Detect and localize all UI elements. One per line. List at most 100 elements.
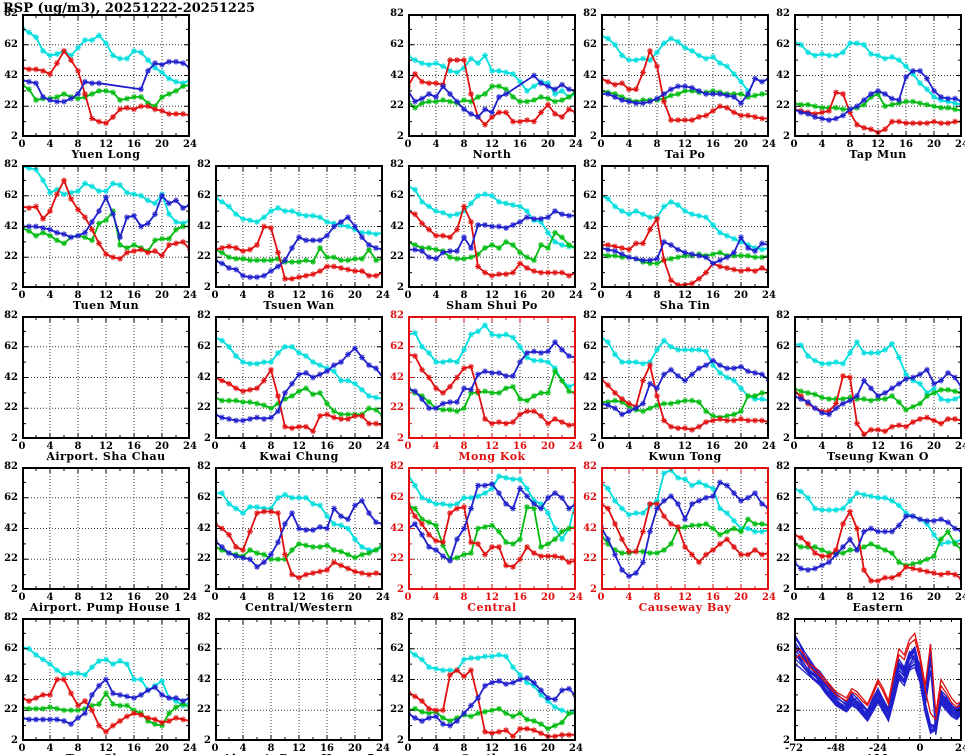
y-tick-label-airport-pump-house-5: 62	[197, 642, 211, 654]
x-tick-label-airport-pump-house-5: 4	[239, 743, 247, 754]
x-tick-label-airport-pump-house-5: 0	[211, 743, 219, 754]
y-tick-label-kwai-chung: 82	[197, 310, 211, 321]
y-tick-label-yuen-long: 2	[11, 131, 18, 142]
x-tick-label-tai-po: 24	[762, 139, 776, 150]
chart-sha-tin: 2 22 42 62 82 0 4 8 12 16 20 24 Sha Tin	[579, 151, 776, 312]
x-tick-label-causeway-bay: 16	[706, 592, 720, 603]
x-tick-label-central: 0	[404, 592, 412, 603]
y-tick-label-central-western: 82	[197, 461, 211, 472]
x-tick-label-tai-po: 12	[678, 139, 692, 150]
y-tick-label-kwai-chung: 62	[197, 340, 211, 352]
y-tick-label-tseung-kwan-o: 82	[776, 310, 790, 321]
x-tick-label-tung-chung: 4	[46, 743, 54, 754]
x-tick-label-north: 20	[541, 139, 555, 150]
y-tick-label-eastern: 22	[776, 553, 790, 565]
chart-title-causeway-bay: Causeway Bay	[638, 601, 732, 614]
y-tick-label-causeway-bay: 62	[583, 491, 597, 503]
x-tick-label-central-western: 4	[239, 592, 247, 603]
y-tick-label-mong-kok: 62	[390, 340, 404, 352]
y-tick-label-airport-pump-house-1: 82	[4, 461, 18, 472]
y-tick-label-airport-sha-chau: 22	[4, 402, 18, 414]
y-tick-label-tuen-mun: 2	[11, 282, 18, 293]
y-tick-label-airport-pump-house-1: 62	[4, 491, 18, 503]
y-tick-label-tung-chung: 82	[4, 612, 18, 623]
x-tick-label-tai-po: 0	[597, 139, 605, 150]
plot-area-kwun-tong	[601, 316, 769, 439]
x-tick-label-tap-mun: 24	[955, 139, 965, 150]
chart-tuen-mun: 2 22 42 62 82 0 4 8 12 16 20 24 Tuen Mun	[0, 151, 197, 312]
plot-area-all	[794, 618, 962, 741]
x-tick-label-kwai-chung: 12	[292, 441, 306, 452]
chart-title-all: ALL	[794, 752, 962, 755]
x-tick-label-tseung-kwan-o: 4	[818, 441, 826, 452]
chart-title-mong-kok: Mong Kok	[458, 450, 526, 463]
x-tick-label-tseung-kwan-o: 12	[871, 441, 885, 452]
y-tick-label-tseung-kwan-o: 2	[783, 433, 790, 444]
x-tick-label-tung-chung: 0	[18, 743, 26, 754]
x-tick-label-mong-kok: 16	[513, 441, 527, 452]
y-tick-label-tseung-kwan-o: 62	[776, 340, 790, 352]
y-tick-label-tai-po: 22	[583, 100, 597, 112]
y-tick-label-sha-tin: 62	[583, 189, 597, 201]
x-tick-label-central-western: 8	[267, 592, 275, 603]
x-tick-label-kwun-tong: 0	[597, 441, 605, 452]
chart-title-sham-shui-po: Sham Shui Po	[446, 299, 538, 312]
chart-title-airport-pump-house-5: Airport. Pump House 5	[215, 752, 383, 755]
plot-area-southern	[408, 618, 576, 741]
x-tick-label-southern: 20	[541, 743, 555, 754]
x-tick-label-all: -72	[784, 743, 804, 754]
y-tick-label-north: 62	[390, 38, 404, 50]
y-tick-label-central: 42	[390, 522, 404, 534]
x-tick-label-tseung-kwan-o: 0	[790, 441, 798, 452]
y-tick-label-all: 2	[783, 735, 790, 746]
chart-title-yuen-long: Yuen Long	[71, 148, 141, 161]
x-tick-label-eastern: 0	[790, 592, 798, 603]
plot-area-tsuen-wan	[215, 165, 383, 288]
x-tick-label-tap-mun: 4	[818, 139, 826, 150]
page-title: RSP (ug/m3), 20251222-20251225	[3, 1, 256, 16]
plot-area-sha-tin	[601, 165, 769, 288]
x-tick-label-sha-tin: 20	[734, 290, 748, 301]
x-tick-label-central-western: 24	[376, 592, 390, 603]
x-tick-label-tung-chung: 20	[155, 743, 169, 754]
chart-kwun-tong: 2 22 42 62 82 0 4 8 12 16 20 24 Kwun Tong	[579, 302, 776, 463]
x-tick-label-mong-kok: 0	[404, 441, 412, 452]
y-tick-label-tap-mun: 42	[776, 69, 790, 81]
x-tick-label-airport-sha-chau: 0	[18, 441, 26, 452]
chart-title-sha-tin: Sha Tin	[659, 299, 711, 312]
y-tick-label-north: 82	[390, 8, 404, 19]
x-tick-label-north: 12	[485, 139, 499, 150]
x-tick-label-kwun-tong: 16	[706, 441, 720, 452]
x-tick-label-yuen-long: 16	[127, 139, 141, 150]
x-tick-label-eastern: 20	[927, 592, 941, 603]
y-tick-label-yuen-long: 42	[4, 69, 18, 81]
x-tick-label-central: 24	[569, 592, 583, 603]
x-tick-label-central: 12	[485, 592, 499, 603]
plot-area-sham-shui-po	[408, 165, 576, 288]
y-tick-label-tuen-mun: 62	[4, 189, 18, 201]
chart-kwai-chung: 2 22 42 62 82 0 4 8 12 16 20 24 Kwai Chung	[193, 302, 390, 463]
x-tick-label-yuen-long: 12	[99, 139, 113, 150]
x-tick-label-tseung-kwan-o: 20	[927, 441, 941, 452]
x-tick-label-yuen-long: 0	[18, 139, 26, 150]
y-tick-label-airport-pump-house-5: 82	[197, 612, 211, 623]
chart-title-tsuen-wan: Tsuen Wan	[263, 299, 335, 312]
y-tick-label-airport-sha-chau: 42	[4, 371, 18, 383]
plot-area-mong-kok	[408, 316, 576, 439]
y-tick-label-tap-mun: 82	[776, 8, 790, 19]
x-tick-label-tuen-mun: 16	[127, 290, 141, 301]
plot-area-central	[408, 467, 576, 590]
x-tick-label-kwai-chung: 16	[320, 441, 334, 452]
x-tick-label-airport-pump-house-5: 20	[348, 743, 362, 754]
y-tick-label-mong-kok: 82	[390, 310, 404, 321]
x-tick-label-tai-po: 8	[653, 139, 661, 150]
y-tick-label-eastern: 42	[776, 522, 790, 534]
x-tick-label-yuen-long: 24	[183, 139, 197, 150]
x-tick-label-mong-kok: 24	[569, 441, 583, 452]
x-tick-label-eastern: 8	[846, 592, 854, 603]
x-tick-label-central: 8	[460, 592, 468, 603]
x-tick-label-north: 0	[404, 139, 412, 150]
x-tick-label-tsuen-wan: 20	[348, 290, 362, 301]
y-tick-label-tai-po: 82	[583, 8, 597, 19]
